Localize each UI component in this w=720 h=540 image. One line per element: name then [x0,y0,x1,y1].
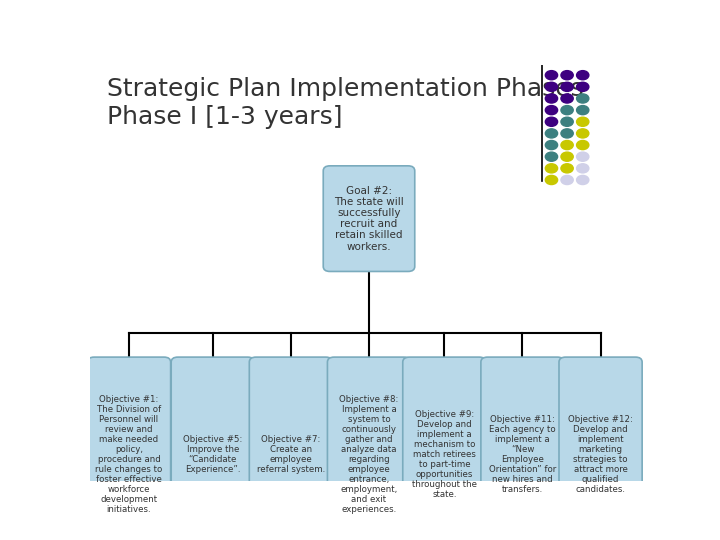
FancyBboxPatch shape [402,357,486,540]
Circle shape [577,71,589,80]
Circle shape [577,129,589,138]
FancyBboxPatch shape [88,357,171,540]
Circle shape [561,152,573,161]
Circle shape [577,176,589,185]
Text: Objective #5:
Improve the
“Candidate
Experience”.: Objective #5: Improve the “Candidate Exp… [183,435,243,474]
Circle shape [561,164,573,173]
Circle shape [545,129,557,138]
FancyBboxPatch shape [171,357,254,540]
Text: Objective #12:
Develop and
implement
marketing
strategies to
attract more
qualif: Objective #12: Develop and implement mar… [568,415,633,494]
Circle shape [561,94,573,103]
Circle shape [561,176,573,185]
Circle shape [561,105,573,114]
Text: Goal #2:
The state will
successfully
recruit and
retain skilled
workers.: Goal #2: The state will successfully rec… [334,186,404,252]
Circle shape [577,140,589,150]
Circle shape [545,152,557,161]
Circle shape [545,176,557,185]
Circle shape [561,140,573,150]
Circle shape [545,71,557,80]
Text: Objective #9:
Develop and
implement a
mechanism to
match retirees
to part-time
o: Objective #9: Develop and implement a me… [412,410,477,500]
Circle shape [545,140,557,150]
Text: Objective #11:
Each agency to
implement a
“New
Employee
Orientation” for
new hir: Objective #11: Each agency to implement … [489,415,556,494]
Text: Objective #1:
The Division of
Personnel will
review and
make needed
policy,
proc: Objective #1: The Division of Personnel … [96,395,163,515]
Circle shape [577,164,589,173]
FancyBboxPatch shape [249,357,333,540]
FancyBboxPatch shape [323,166,415,272]
Circle shape [561,82,573,91]
Circle shape [545,82,557,91]
Circle shape [545,164,557,173]
Circle shape [545,117,557,126]
Circle shape [577,152,589,161]
Text: Objective #8:
Implement a
system to
continuously
gather and
analyze data
regardi: Objective #8: Implement a system to cont… [339,395,399,515]
FancyBboxPatch shape [559,357,642,540]
FancyBboxPatch shape [481,357,564,540]
Circle shape [561,71,573,80]
Circle shape [545,105,557,114]
Text: Objective #7:
Create an
employee
referral system.: Objective #7: Create an employee referra… [257,435,325,474]
Circle shape [577,82,589,91]
FancyBboxPatch shape [328,357,410,540]
Circle shape [561,129,573,138]
Circle shape [545,94,557,103]
Circle shape [561,117,573,126]
Circle shape [577,94,589,103]
Text: Strategic Plan Implementation Phases
Phase I [1-3 years]: Strategic Plan Implementation Phases Pha… [107,77,583,129]
Circle shape [577,105,589,114]
Circle shape [577,117,589,126]
